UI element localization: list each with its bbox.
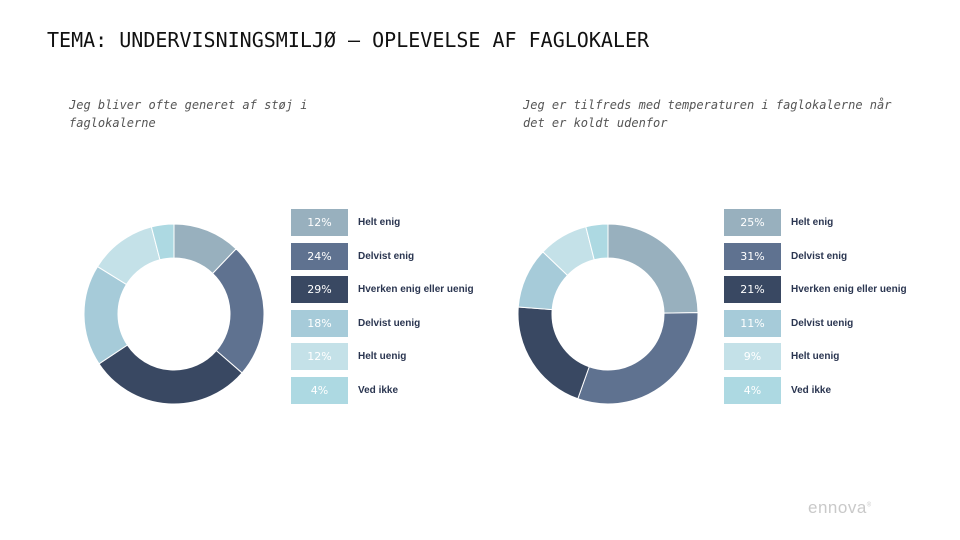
legend-label: Helt uenig (358, 351, 407, 363)
legend-value-box: 31% (724, 242, 781, 270)
legend-label: Helt enig (791, 217, 834, 228)
legend-value-box: 4% (724, 376, 781, 404)
legend-value-box: 24% (291, 242, 348, 270)
legend-value-box: 25% (724, 209, 781, 236)
chart-1-title: Jeg bliver ofte generet af støj i faglok… (69, 98, 308, 130)
chart-2-title: Jeg er tilfreds med temperaturen i faglo… (523, 98, 892, 130)
legend-label: Ved ikke (358, 384, 399, 396)
donut-slice (585, 224, 609, 261)
donut-chart-1 (84, 224, 264, 404)
legend-value-box: 12% (291, 343, 348, 371)
legend-value-box: 9% (724, 343, 781, 371)
legend-value-box: 18% (291, 309, 348, 337)
legend-value-box: 21% (724, 276, 781, 304)
page-title: TEMA: UNDERVISNINGSMILJØ – OPLEVELSE AF … (47, 28, 650, 52)
donut-slice (150, 224, 175, 261)
legend-label: Helt enig (358, 217, 401, 228)
legend-value-box: 29% (291, 276, 348, 304)
legend-label: Hverken enig eller uenig (791, 284, 907, 296)
donut-chart-2 (518, 224, 698, 404)
legend-label: Delvist enig (358, 250, 415, 262)
ennova-logo: ennova® (808, 498, 872, 517)
legend-label: Helt uenig (791, 351, 840, 363)
legend-label: Hverken enig eller uenig (358, 284, 474, 296)
donut-slice (577, 312, 698, 404)
logo-text: ennova (808, 498, 867, 517)
legend-label: Ved ikke (791, 384, 832, 396)
legend-label: Delvist uenig (791, 317, 854, 329)
donut-slice (98, 344, 243, 404)
legend-label: Delvist uenig (358, 317, 421, 329)
donut-slice (518, 306, 590, 400)
legend-value-box: 4% (291, 376, 348, 404)
legend-value-box: 12% (291, 209, 348, 236)
legend-value-box: 11% (724, 309, 781, 337)
donut-slice (607, 224, 698, 314)
legend-label: Delvist enig (791, 250, 848, 262)
